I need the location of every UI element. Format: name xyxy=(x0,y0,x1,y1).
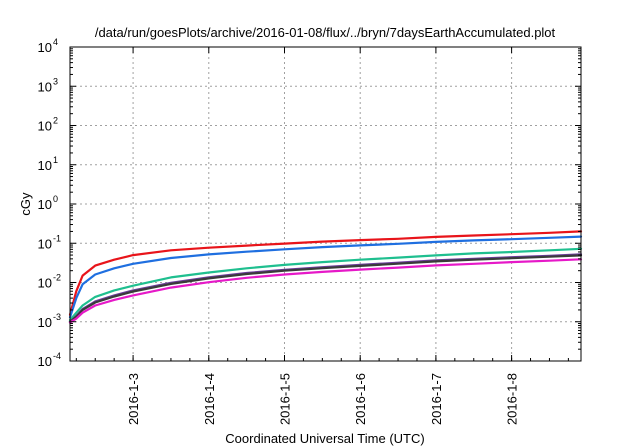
y-tick-label: 10 xyxy=(38,79,52,94)
y-axis-label: cGy xyxy=(18,192,33,216)
y-tick-exponent: -1 xyxy=(53,233,61,243)
y-tick-exponent: -2 xyxy=(53,273,61,283)
y-tick-label: 10 xyxy=(38,197,52,212)
x-tick-label: 2016-1-3 xyxy=(126,373,141,425)
series-line-1 xyxy=(68,230,583,316)
y-tick-label: 10 xyxy=(38,158,52,173)
series-line-5 xyxy=(68,254,583,323)
x-tick-label: 2016-1-8 xyxy=(505,373,520,425)
x-tick-label: 2016-1-5 xyxy=(277,373,292,425)
series-layer xyxy=(68,230,583,324)
y-tick-exponent: 4 xyxy=(53,37,58,47)
y-tick-label: 10 xyxy=(38,315,52,330)
chart-title: /data/run/goesPlots/archive/2016-01-08/f… xyxy=(95,25,556,40)
y-tick-exponent: 3 xyxy=(53,76,58,86)
y-tick-exponent: 1 xyxy=(53,155,58,165)
y-tick-label: 10 xyxy=(38,276,52,291)
series-line-2 xyxy=(68,235,583,319)
x-tick-label: 2016-1-6 xyxy=(353,373,368,425)
grid xyxy=(70,47,581,361)
x-axis: 2016-1-3 2016-1-4 2016-1-5 2016-1-6 2016-1-7… xyxy=(75,47,569,425)
y-tick-label: 10 xyxy=(38,40,52,55)
series-line-6 xyxy=(68,258,583,324)
x-axis-label: Coordinated Universal Time (UTC) xyxy=(225,431,424,446)
y-tick-label: 10 xyxy=(38,119,52,134)
y-tick-exponent: -3 xyxy=(53,312,61,322)
y-tick-label: 10 xyxy=(38,236,52,251)
y-tick-label: 10 xyxy=(38,354,52,369)
y-tick-exponent: 0 xyxy=(53,194,58,204)
series-line-3 xyxy=(68,247,583,322)
x-tick-label: 2016-1-4 xyxy=(202,373,217,425)
y-tick-exponent: -4 xyxy=(53,351,61,361)
x-tick-label: 2016-1-7 xyxy=(429,373,444,425)
y-tick-exponent: 2 xyxy=(53,116,58,126)
